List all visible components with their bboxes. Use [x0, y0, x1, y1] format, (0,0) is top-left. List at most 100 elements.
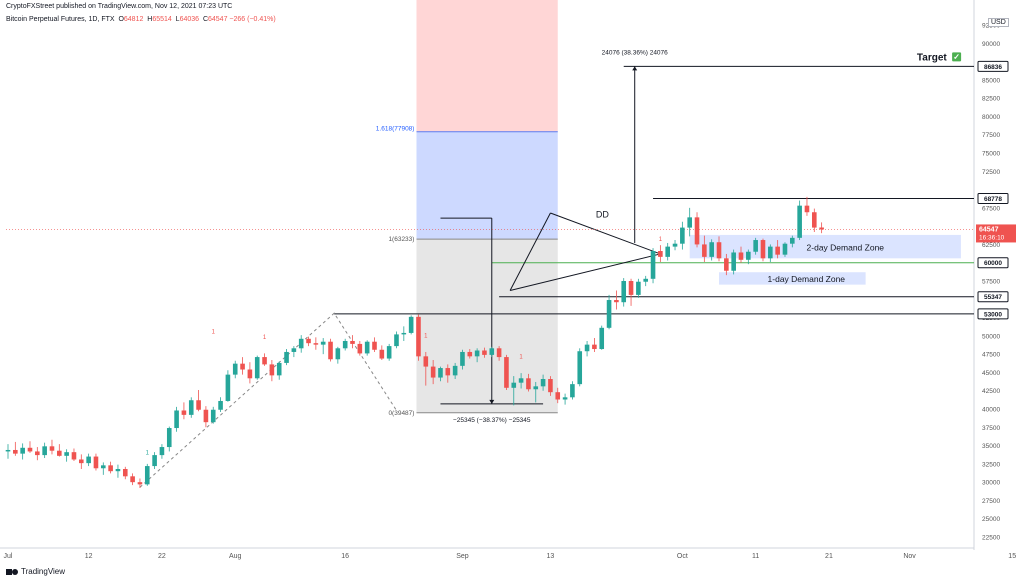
candle-body	[658, 251, 663, 257]
time-tick-label: 22	[158, 553, 166, 560]
time-tick-label: Nov	[903, 553, 916, 560]
candle-body	[342, 340, 348, 349]
candle-body	[313, 343, 319, 345]
candle-body	[269, 364, 275, 376]
candle-body	[152, 455, 157, 467]
candle-body	[210, 409, 216, 423]
candle-body	[797, 205, 802, 238]
price-tick-label: 27500	[982, 498, 1000, 505]
candle-body	[57, 450, 62, 456]
price-level-tag	[977, 291, 1009, 303]
candle-body	[64, 452, 69, 456]
measure-up-label: 24076 (38.36%) 24076	[602, 49, 669, 56]
triangle-upper-line	[550, 212, 661, 255]
candle-body	[27, 447, 33, 452]
candle-body	[592, 344, 597, 350]
price-level-tag	[977, 257, 1009, 269]
candle-body	[20, 447, 25, 454]
last-price-label: 64547	[979, 226, 999, 233]
candle-body	[298, 338, 304, 349]
candle-body	[650, 251, 656, 279]
target-check-icon	[952, 52, 962, 62]
candle-body	[423, 356, 429, 367]
price-level-tag-label: 86836	[984, 64, 1002, 71]
candle-body	[467, 351, 473, 357]
candle-body	[42, 446, 47, 456]
candle-body	[526, 378, 531, 390]
candle-body	[100, 465, 106, 469]
price-level-tag	[977, 308, 1009, 320]
candle-body	[122, 468, 128, 477]
ohlc-high-label: H	[145, 16, 153, 23]
candle-body	[13, 449, 18, 454]
price-level-tag-label: 60000	[984, 260, 1002, 267]
candle-body	[291, 348, 297, 352]
candle-body	[379, 349, 385, 359]
candle-body	[518, 378, 524, 383]
time-tick-label: 15	[1008, 553, 1016, 560]
candle-body	[408, 316, 414, 333]
candle-body	[474, 350, 480, 357]
candle-body	[188, 400, 194, 415]
fib-blue-zone	[416, 131, 558, 240]
candle-body	[636, 281, 641, 295]
candle-body	[496, 348, 502, 358]
candle-body	[181, 410, 187, 415]
symbol-legend[interactable]: Bitcoin Perpetual Futures, 1D, FTX O6481…	[6, 16, 276, 23]
footer-brand[interactable]: TradingView	[6, 567, 65, 576]
candle-body	[599, 327, 605, 350]
last-price-tag	[976, 224, 1016, 243]
price-tick-label: 40000	[982, 407, 1000, 414]
candle-body	[276, 362, 282, 376]
price-tick-label: 47500	[982, 352, 1000, 359]
candle-body	[812, 212, 817, 228]
candle-body	[672, 243, 678, 247]
price-tick-label: 57500	[982, 279, 1000, 286]
candle-body	[460, 351, 465, 366]
candle-body	[335, 348, 341, 360]
candle-body	[790, 237, 795, 244]
candle-body	[401, 332, 407, 335]
signal-marker: 1	[146, 450, 150, 456]
price-level-tag	[977, 193, 1009, 205]
price-tick-label: 75000	[982, 150, 1000, 157]
candle-body	[540, 379, 546, 387]
candle-body	[430, 366, 436, 378]
candle-body	[254, 357, 260, 379]
candle-body	[702, 244, 707, 257]
candle-body	[262, 357, 267, 365]
triangle-lower-line	[509, 253, 661, 291]
measure-up-arrowhead	[632, 66, 638, 71]
candle-body	[364, 341, 370, 354]
time-tick-label: 13	[547, 553, 555, 560]
candle-body	[548, 379, 553, 393]
candle-body	[738, 252, 744, 260]
candle-body	[203, 409, 209, 423]
candle-body	[731, 252, 736, 271]
candle-body	[533, 386, 539, 390]
candle-body	[328, 341, 333, 360]
candle-body	[489, 348, 495, 355]
candle-body	[108, 465, 113, 472]
time-tick-label: 21	[825, 553, 833, 560]
candle-body	[555, 392, 561, 400]
candle-body	[687, 217, 692, 228]
time-tick-label: 12	[85, 553, 93, 560]
price-tick-label: 25000	[982, 516, 1000, 523]
price-tick-label: 35000	[982, 443, 1000, 450]
footer-brand-label: TradingView	[21, 567, 66, 576]
time-tick-label: 11	[752, 553, 759, 560]
candle-body	[372, 341, 377, 350]
candle-body	[144, 466, 150, 485]
currency-button[interactable]: USD	[988, 18, 1009, 27]
candle-body	[166, 428, 172, 448]
price-tick-label: 37500	[982, 425, 1000, 432]
last-price-countdown: 16:36:10	[979, 234, 1005, 241]
candle-body	[643, 278, 649, 282]
candle-body	[753, 240, 758, 252]
ohlc-high-value: 65514	[152, 16, 172, 23]
candle-body	[71, 452, 77, 460]
price-level-tag	[977, 60, 1009, 72]
